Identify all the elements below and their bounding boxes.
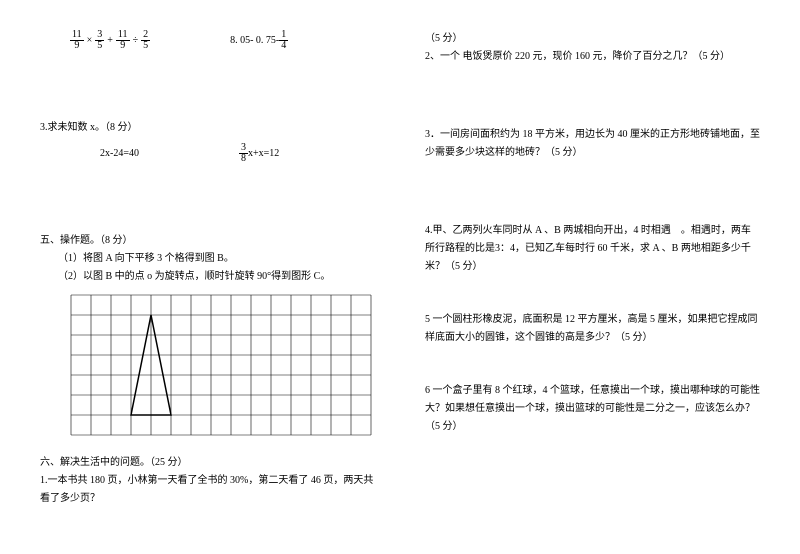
section-6: 六、解决生活中的问题。（25 分） [40, 454, 375, 472]
section-5-1: （1）将图 A 向下平移 3 个格得到图 B。 [40, 250, 375, 268]
equation-1: 119 × 35 + 119 ÷ 25 8. 05- 0. 75- 14 [40, 30, 375, 51]
right-p3: 3．一间房间面积约为 18 平方米，用边长为 40 厘米的正方形地砖铺地面，至少… [425, 126, 760, 162]
section-6-1: 1.一本书共 180 页，小林第一天看了全书的 30%，第二天看了 46 页，两… [40, 472, 375, 508]
section-5: 五、操作题。（8 分） [40, 232, 375, 250]
q3-eq2-rest: x+x=12 [248, 145, 279, 163]
grid-figure [70, 294, 372, 436]
right-p4: 4.甲、乙两列火车同时从 A 、B 两城相向开出，4 时相遇 。相遇时，两车所行… [425, 222, 760, 276]
section-5-2: （2）以图 B 中的点 o 为旋转点，顺时针旋转 90°得到图形 C。 [40, 268, 375, 286]
q3-title: 3.求未知数 x。（8 分） [40, 119, 375, 137]
q3-eq1: 2x-24=40 [100, 145, 139, 163]
equation-2-pre: 8. 05- 0. 75- [230, 32, 279, 50]
right-p2: 2、一个 电饭煲原价 220 元，现价 160 元，降价了百分之几？（5 分） [425, 48, 760, 66]
right-p0: （5 分） [425, 30, 760, 48]
right-p5: 5 一个圆柱形橡皮泥，底面积是 12 平方厘米，高是 5 厘米，如果把它捏成同样… [425, 311, 760, 347]
right-p6: 6 一个盒子里有 8 个红球，4 个篮球，任意摸出一个球，摸出哪种球的可能性大？… [425, 382, 760, 436]
